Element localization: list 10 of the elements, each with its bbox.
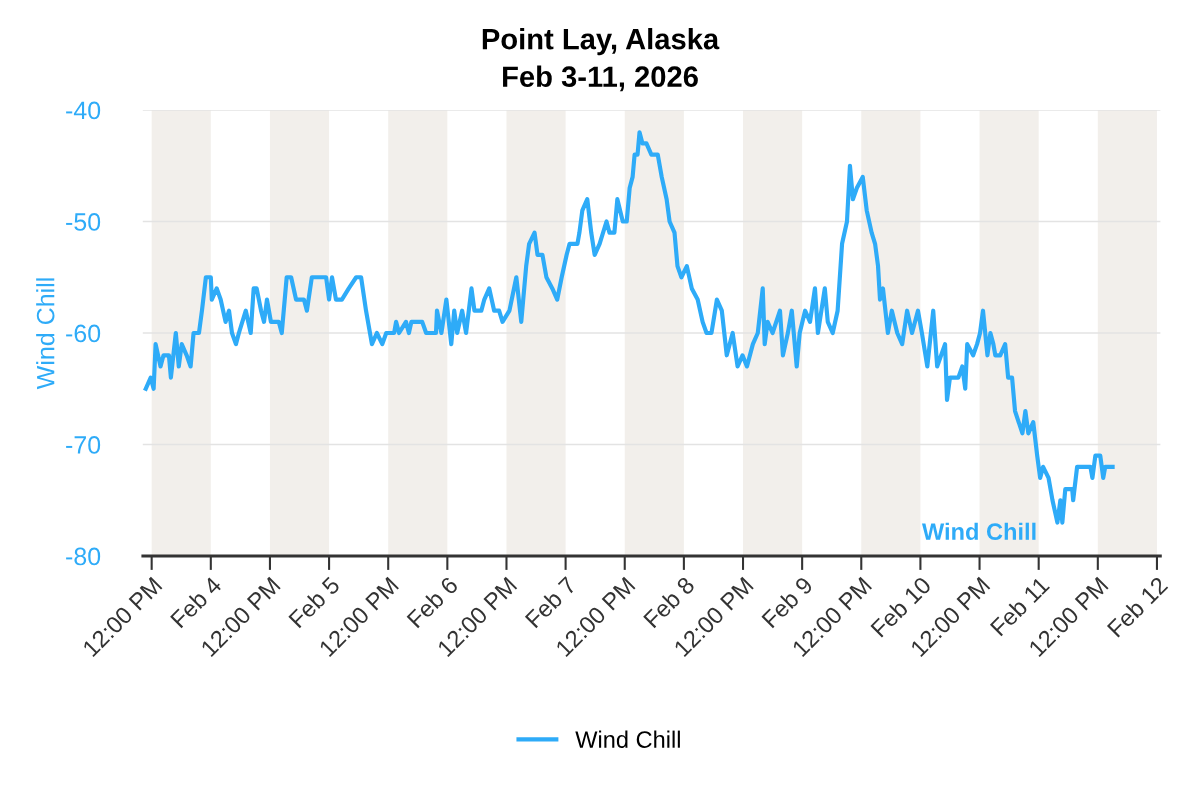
legend-label: Wind Chill — [575, 730, 680, 748]
chart-title: Point Lay, Alaska — [482, 28, 720, 56]
annotation: Wind Chill — [921, 522, 1036, 541]
y-tick-label: -80 — [66, 547, 101, 566]
chart-subtitle: Feb 3-11, 2026 — [503, 65, 698, 92]
y-axis-title: Wind Chill — [36, 278, 55, 390]
y-tick-label: -40 — [66, 101, 101, 120]
y-tick-label: -60 — [66, 324, 101, 343]
y-tick-label: -50 — [66, 213, 101, 231]
y-tick-label: -70 — [66, 436, 101, 454]
